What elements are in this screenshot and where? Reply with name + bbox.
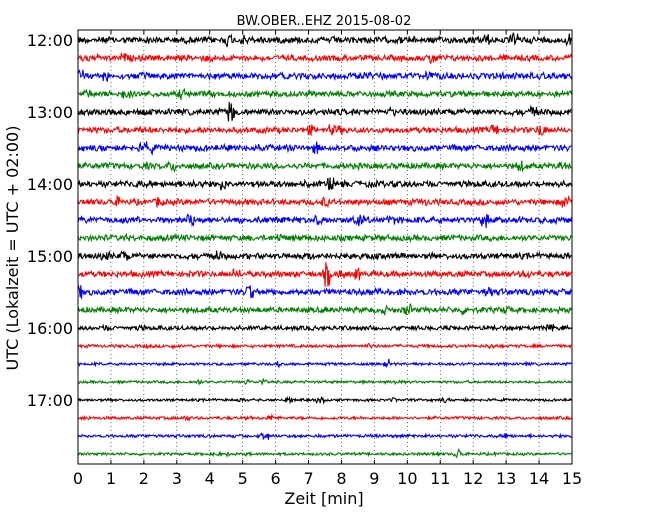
trace-1215 bbox=[77, 52, 573, 65]
trace-1445 bbox=[77, 232, 572, 244]
x-axis-label: Zeit [min] bbox=[284, 489, 363, 508]
trace-1630 bbox=[77, 358, 572, 369]
trace-1615 bbox=[77, 342, 572, 350]
x-tick-label: 11 bbox=[430, 469, 450, 488]
trace-1715 bbox=[77, 413, 572, 422]
trace-1530 bbox=[77, 285, 573, 299]
trace-1700 bbox=[77, 395, 572, 405]
trace-1745 bbox=[77, 447, 572, 459]
trace-1245 bbox=[77, 87, 573, 100]
grid-lines bbox=[110, 30, 540, 464]
trace-1315 bbox=[77, 124, 572, 137]
trace-1200 bbox=[77, 32, 573, 48]
trace-1300 bbox=[77, 101, 572, 122]
y-tick-label: 16:00 bbox=[27, 319, 73, 338]
x-tick-label: 5 bbox=[238, 469, 248, 488]
x-tick-label: 12 bbox=[463, 469, 483, 488]
x-tick-label: 9 bbox=[369, 469, 379, 488]
y-tick-label: 17:00 bbox=[27, 391, 73, 410]
y-tick-label: 14:00 bbox=[27, 175, 73, 194]
trace-1230 bbox=[77, 69, 573, 83]
trace-1515 bbox=[77, 262, 572, 287]
trace-1430 bbox=[77, 213, 573, 228]
trace-1600 bbox=[77, 323, 572, 333]
plot-frame bbox=[77, 29, 573, 465]
trace-1330 bbox=[77, 141, 572, 156]
chart-title: BW.OBER..EHZ 2015-08-02 bbox=[237, 14, 412, 29]
x-tick-label: 13 bbox=[496, 469, 516, 488]
trace-1645 bbox=[77, 377, 572, 386]
x-tick-label: 10 bbox=[397, 469, 417, 488]
axis-ticks: 0 1 2 3 4 5 6 7 8 9 10 11 12 13 14 1512:0013:0014:0015:… bbox=[27, 30, 582, 488]
x-tick-label: 1 bbox=[106, 469, 116, 488]
x-tick-label: 7 bbox=[303, 469, 313, 488]
x-tick-label: 8 bbox=[336, 469, 346, 488]
trace-1500 bbox=[77, 250, 572, 262]
x-tick-label: 14 bbox=[529, 469, 549, 488]
y-axis-label: UTC (Lokalzeit = UTC + 02:00) bbox=[3, 126, 22, 371]
x-tick-label: 4 bbox=[205, 469, 215, 488]
x-tick-label: 2 bbox=[139, 469, 149, 488]
seismic-traces bbox=[77, 32, 573, 459]
x-tick-label: 15 bbox=[562, 469, 582, 488]
trace-1345 bbox=[77, 160, 572, 173]
x-tick-label: 3 bbox=[172, 469, 182, 488]
trace-1400 bbox=[77, 177, 573, 191]
x-tick-label: 0 bbox=[73, 469, 83, 488]
trace-1415 bbox=[77, 194, 573, 208]
trace-1545 bbox=[77, 302, 572, 316]
y-tick-label: 12:00 bbox=[27, 31, 73, 50]
y-tick-label: 15:00 bbox=[27, 247, 73, 266]
trace-1730 bbox=[77, 432, 572, 440]
x-tick-label: 6 bbox=[271, 469, 281, 488]
y-tick-label: 13:00 bbox=[27, 103, 73, 122]
